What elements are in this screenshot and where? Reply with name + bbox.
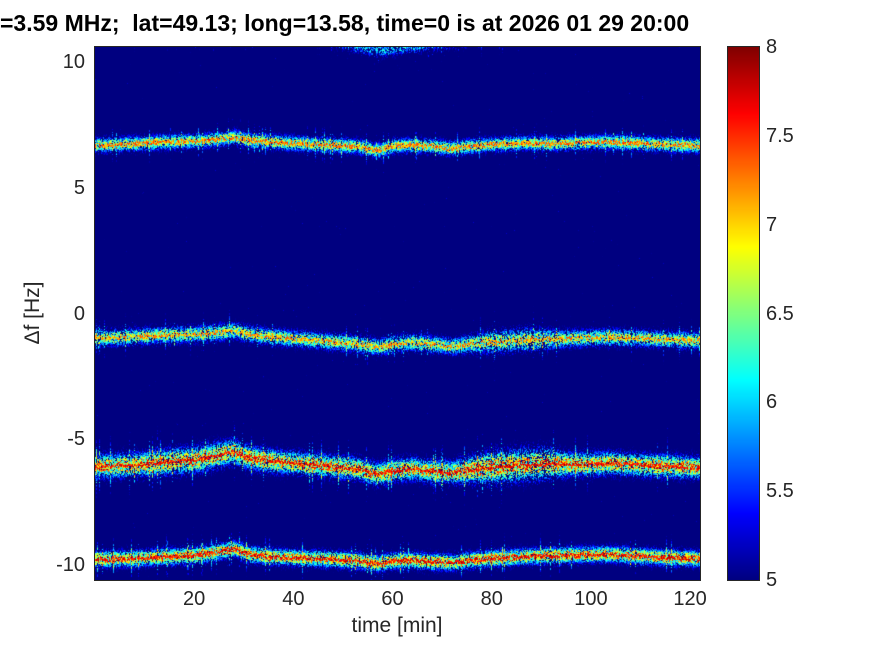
y-tick-label: -5 <box>67 428 85 451</box>
colorbar-tick-label: 7.5 <box>766 124 794 147</box>
colorbar-tick-label: 6.5 <box>766 302 794 325</box>
colorbar <box>727 46 760 581</box>
colorbar-tick-label: 6 <box>766 391 778 414</box>
x-tick-label: 80 <box>480 588 503 610</box>
y-tick-label: 10 <box>62 51 85 74</box>
x-tick-label: 100 <box>574 588 608 610</box>
y-tick-label: 5 <box>73 176 85 199</box>
x-tick-label: 20 <box>183 588 206 610</box>
colorbar-tick-label: 7 <box>766 213 778 236</box>
x-axis-label: time [min] <box>351 614 443 637</box>
y-tick-label: 0 <box>73 302 85 325</box>
colorbar-tick-label: 5.5 <box>766 480 794 503</box>
spectrogram-plot <box>94 46 701 581</box>
colorbar-tick-label: 5 <box>766 569 778 591</box>
x-tick-label: 40 <box>282 588 305 610</box>
x-tick-label: 60 <box>381 588 404 610</box>
figure-title: =3.59 MHz; lat=49.13; long=13.58, time=0… <box>0 10 690 36</box>
x-tick-label: 120 <box>673 588 707 610</box>
colorbar-tick-label: 8 <box>766 36 778 58</box>
y-tick-label: -10 <box>56 553 85 576</box>
